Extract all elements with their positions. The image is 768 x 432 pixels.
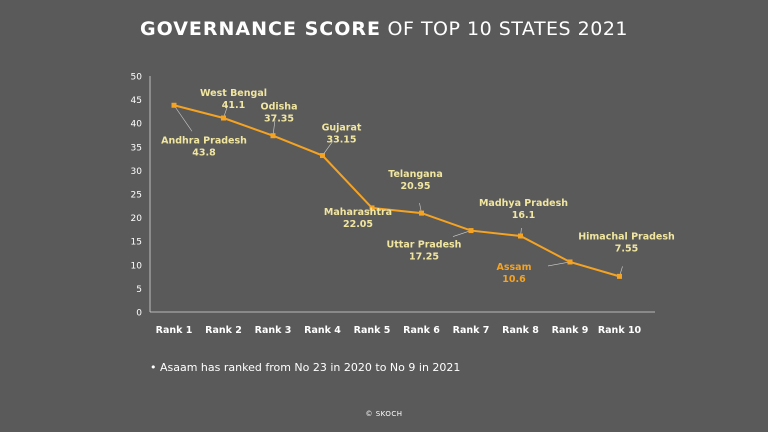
data-label-value: 7.55 (615, 243, 638, 254)
data-label-state: Uttar Pradesh (387, 240, 462, 251)
series-line (173, 104, 620, 278)
data-point (221, 115, 226, 121)
data-point (419, 210, 424, 216)
data-label-state: Telangana (388, 169, 442, 180)
data-label-state: Madhya Pradesh (479, 198, 568, 209)
data-label-state: Odisha (261, 102, 298, 113)
data-label-value: 37.35 (264, 114, 294, 125)
y-tick-label: 50 (131, 73, 143, 83)
data-label-state: Maharashtra (324, 207, 392, 218)
data-label-value: 22.05 (343, 219, 373, 230)
data-point (617, 273, 622, 279)
data-point (468, 228, 474, 234)
data-label-state: Himachal Pradesh (578, 231, 675, 242)
y-tick-label: 25 (131, 191, 142, 201)
data-point (369, 205, 375, 211)
y-tick-label: 5 (136, 285, 142, 295)
y-tick-label: 10 (131, 261, 143, 271)
x-tick-label: Rank 6 (403, 325, 440, 336)
data-point (171, 102, 177, 108)
y-tick-label: 40 (131, 120, 143, 130)
chart-title-rest: OF TOP 10 STATES 2021 (387, 18, 629, 40)
data-label-state: Gujarat (322, 123, 362, 134)
leader-line (173, 105, 193, 132)
data-point (270, 133, 276, 139)
x-tick-label: Rank 2 (205, 325, 242, 336)
x-tick-label: Rank 8 (502, 325, 539, 336)
x-tick-label: Rank 9 (552, 325, 589, 336)
y-tick-label: 35 (131, 143, 142, 153)
x-tick-label: Rank 4 (304, 325, 341, 336)
x-tick-label: Rank 3 (255, 325, 292, 336)
y-tick-label: 30 (131, 167, 143, 177)
data-label-value: 17.25 (409, 252, 439, 263)
credit: © SKOCH (365, 410, 403, 418)
y-tick-label: 20 (131, 214, 143, 224)
footnote: • Asaam has ranked from No 23 in 2020 to… (150, 361, 461, 374)
leader-line (452, 230, 472, 237)
x-tick-label: Rank 5 (354, 325, 391, 336)
chart-title-bold: GOVERNANCE SCORE (139, 18, 381, 40)
y-tick-label: 45 (131, 96, 142, 106)
data-label-state: West Bengal (200, 88, 267, 99)
data-label-state: Andhra Pradesh (161, 135, 247, 146)
leader-line (272, 119, 276, 136)
data-label-value: 20.95 (400, 181, 430, 192)
y-tick-label: 15 (131, 238, 142, 248)
data-label-state: Assam (497, 262, 532, 273)
data-point (320, 153, 325, 159)
leader-line (547, 261, 571, 267)
data-label-value: 43.8 (192, 147, 216, 158)
data-point (518, 233, 523, 239)
x-tick-label: Rank 1 (156, 325, 193, 336)
y-tick-label: 0 (136, 309, 142, 319)
data-point (567, 259, 573, 265)
data-label-value: 16.1 (512, 210, 535, 221)
x-tick-label: Rank 10 (598, 325, 642, 336)
data-label-value: 10.6 (502, 274, 526, 285)
data-label-value: 41.1 (222, 100, 245, 111)
x-tick-label: Rank 7 (453, 325, 490, 336)
data-label-value: 33.15 (326, 135, 356, 146)
chart-title: GOVERNANCE SCORE OF TOP 10 STATES 2021 (0, 18, 768, 40)
